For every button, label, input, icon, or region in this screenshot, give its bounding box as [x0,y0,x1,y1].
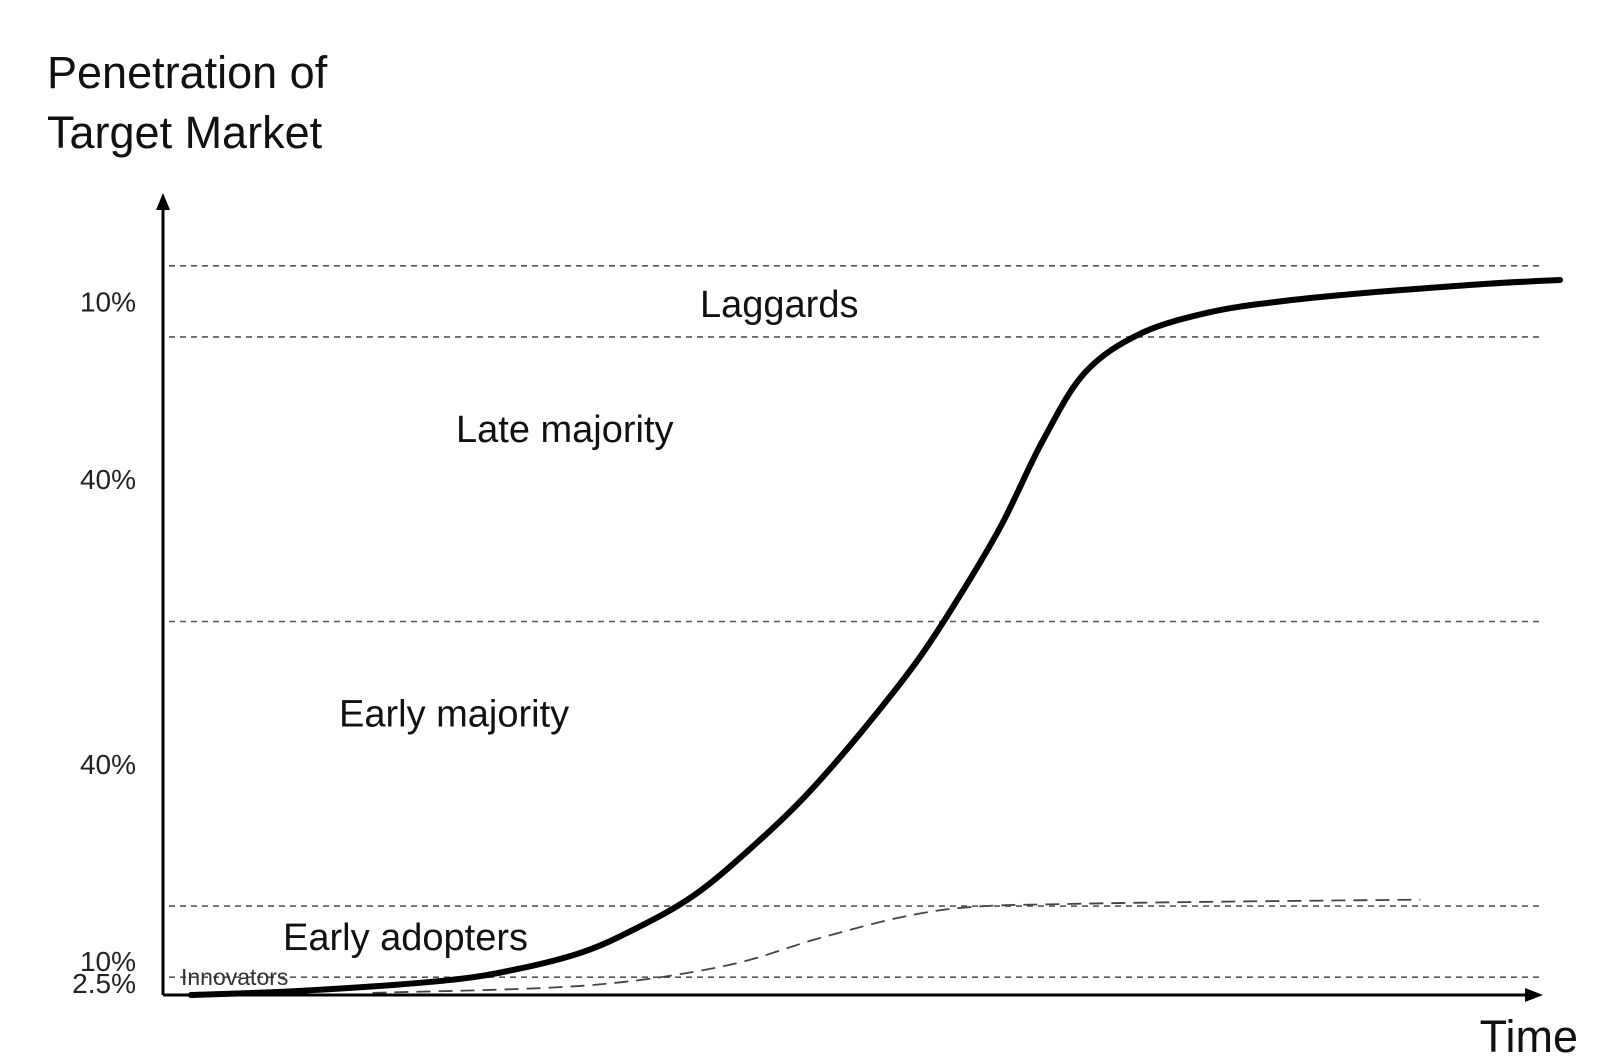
dashed-adoption-curve [372,898,1421,994]
segment-label: Innovators [181,964,288,990]
x-axis-title: Time [1480,1011,1578,1059]
adoption-curves [187,277,1563,998]
segment-share-label: 40% [80,749,136,780]
segment-share-label: 40% [80,464,136,495]
y-axis-title-line2: Target Market [47,107,323,158]
segment-share-labels: 2.5%10%40%40%10% [72,286,136,999]
segment-label: Early majority [339,694,569,736]
y-axis-title-line1: Penetration of [47,47,328,98]
segment-share-label: 10% [80,286,136,317]
segment-boundaries [169,264,1540,979]
cumulative-adoption-curve [187,277,1563,998]
segment-label: Late majority [456,409,674,451]
segment-share-label: 2.5% [72,968,136,999]
y-axis-arrow [156,193,170,210]
x-axis-arrow [1525,988,1543,1002]
segment-share-label: 10% [80,946,136,977]
segment-label: Early adopters [283,917,528,959]
segment-labels: Innovators Early adopters Early majority La… [181,284,858,990]
segment-label: Laggards [700,284,858,326]
